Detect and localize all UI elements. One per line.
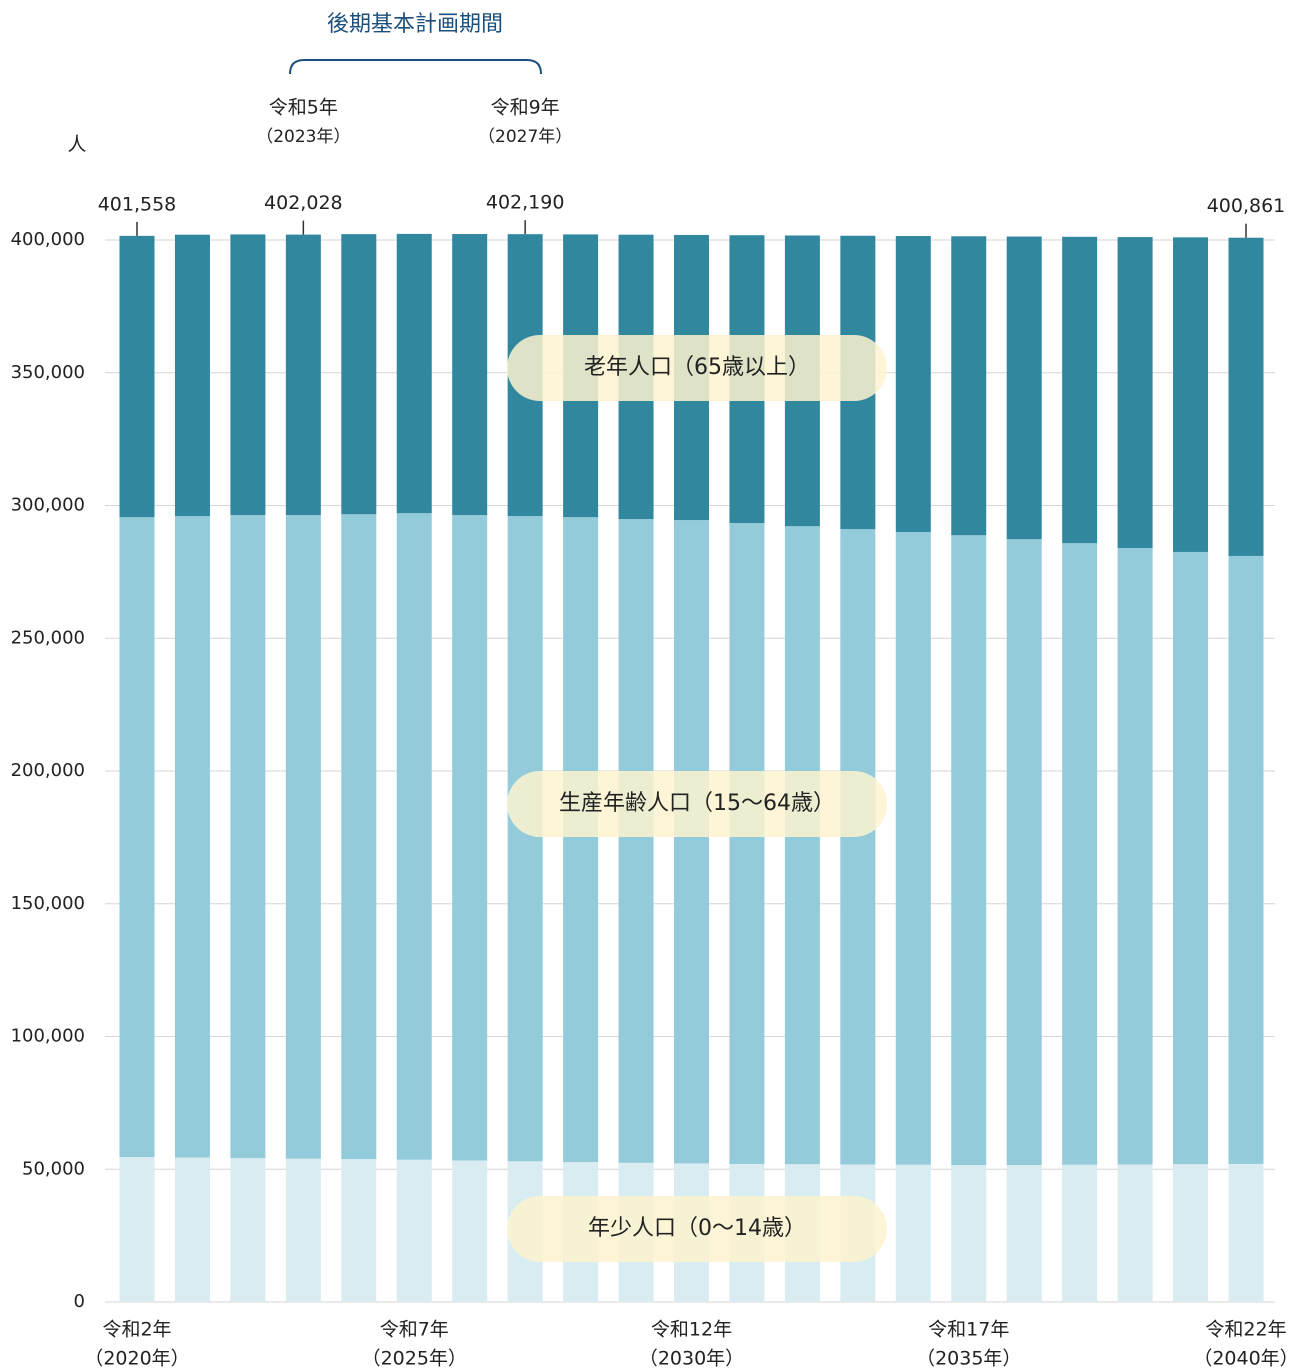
bar-segment [729,523,765,1164]
bar-segment [396,513,432,1160]
bar-segment [1228,237,1264,556]
bar-segment [674,520,709,1164]
series-label: 老年人口（65歳以上） [584,355,810,380]
x-tick-label: 令和17年 [928,1319,1009,1341]
bar-segment [341,1159,377,1302]
bar-segment [1228,555,1264,1164]
total-label: 402,028 [264,192,343,214]
bar-segment [951,1165,987,1302]
bar-segment [341,234,377,515]
bar-segment [285,234,321,516]
total-label: 401,558 [98,193,177,215]
y-axis-label: 人 [67,134,86,156]
total-label: 402,190 [486,192,565,214]
bar-segment [1117,547,1153,1165]
y-tick-label: 250,000 [11,627,85,648]
x-tick-label: 令和22年 [1205,1319,1286,1341]
period-mark-label: 令和9年 [491,97,560,119]
x-tick-sublabel: （2030年） [639,1348,744,1370]
y-tick-label: 150,000 [11,893,85,914]
y-tick-label: 0 [74,1291,85,1312]
bar-segment [174,234,210,517]
bar-segment [452,234,488,516]
bar-segment [507,516,543,1162]
bar-segment [895,1164,931,1302]
bar-segment [174,516,210,1158]
bar-segment [119,1157,155,1302]
y-tick-label: 100,000 [11,1026,85,1047]
bar-segment [1228,1163,1264,1302]
bar-segment [1173,237,1209,552]
y-tick-label: 50,000 [22,1158,85,1179]
bar-segment [1062,236,1098,544]
bar-segment [1006,1165,1042,1302]
bar-segment [230,1158,266,1302]
series-label: 年少人口（0〜14歳） [588,1216,806,1241]
y-tick-label: 300,000 [11,495,85,516]
x-tick-label: 令和12年 [651,1319,732,1341]
bar-segment [1062,543,1098,1165]
series-label-bg [507,1196,887,1262]
bar-segment [174,1157,210,1302]
bar-segment [285,1158,321,1302]
bar-segment [1006,539,1042,1166]
bar-segment [396,1159,432,1302]
y-tick-label: 350,000 [11,362,85,383]
y-tick-label: 400,000 [11,229,85,250]
bar-segment [895,532,931,1165]
bar-segment [1117,1164,1153,1302]
period-mark-sublabel: （2027年） [478,127,572,147]
bar-segment [1173,1164,1209,1302]
bar-segment [341,514,377,1160]
series-label-bg [507,771,887,837]
x-tick-sublabel: （2020年） [84,1348,189,1370]
bar-segment [396,233,432,514]
y-tick-label: 200,000 [11,760,85,781]
bar-segment [840,529,876,1165]
bar-segment [1173,551,1209,1165]
bar-segment [618,519,654,1163]
x-tick-sublabel: （2025年） [362,1348,467,1370]
bar-segment [784,526,820,1165]
bar-segment [119,517,155,1158]
series-label: 生産年齢人口（15〜64歳） [559,791,835,816]
total-label: 400,861 [1207,195,1286,217]
bar-segment [1117,237,1153,548]
bar-segment [285,515,321,1159]
bar-segment [452,1160,488,1302]
bar-segment [1062,1164,1098,1302]
period-brace [289,59,542,75]
bar-segment [230,515,266,1159]
x-tick-sublabel: （2040年） [1193,1348,1298,1370]
bar-segment [1006,236,1042,540]
bar-segment [563,517,599,1163]
x-tick-sublabel: （2035年） [916,1348,1021,1370]
bar-segment [951,535,987,1166]
bar-segment [452,515,488,1161]
period-mark-label: 令和5年 [269,97,338,119]
bar-segment [951,236,987,536]
bar-segment [119,235,155,518]
period-label: 後期基本計画期間 [327,12,503,37]
bar-segment [230,234,266,516]
series-label-bg [507,335,887,401]
bar-segment [895,236,931,533]
period-mark-sublabel: （2023年） [256,127,350,147]
x-tick-label: 令和2年 [102,1319,171,1341]
x-tick-label: 令和7年 [380,1319,449,1341]
